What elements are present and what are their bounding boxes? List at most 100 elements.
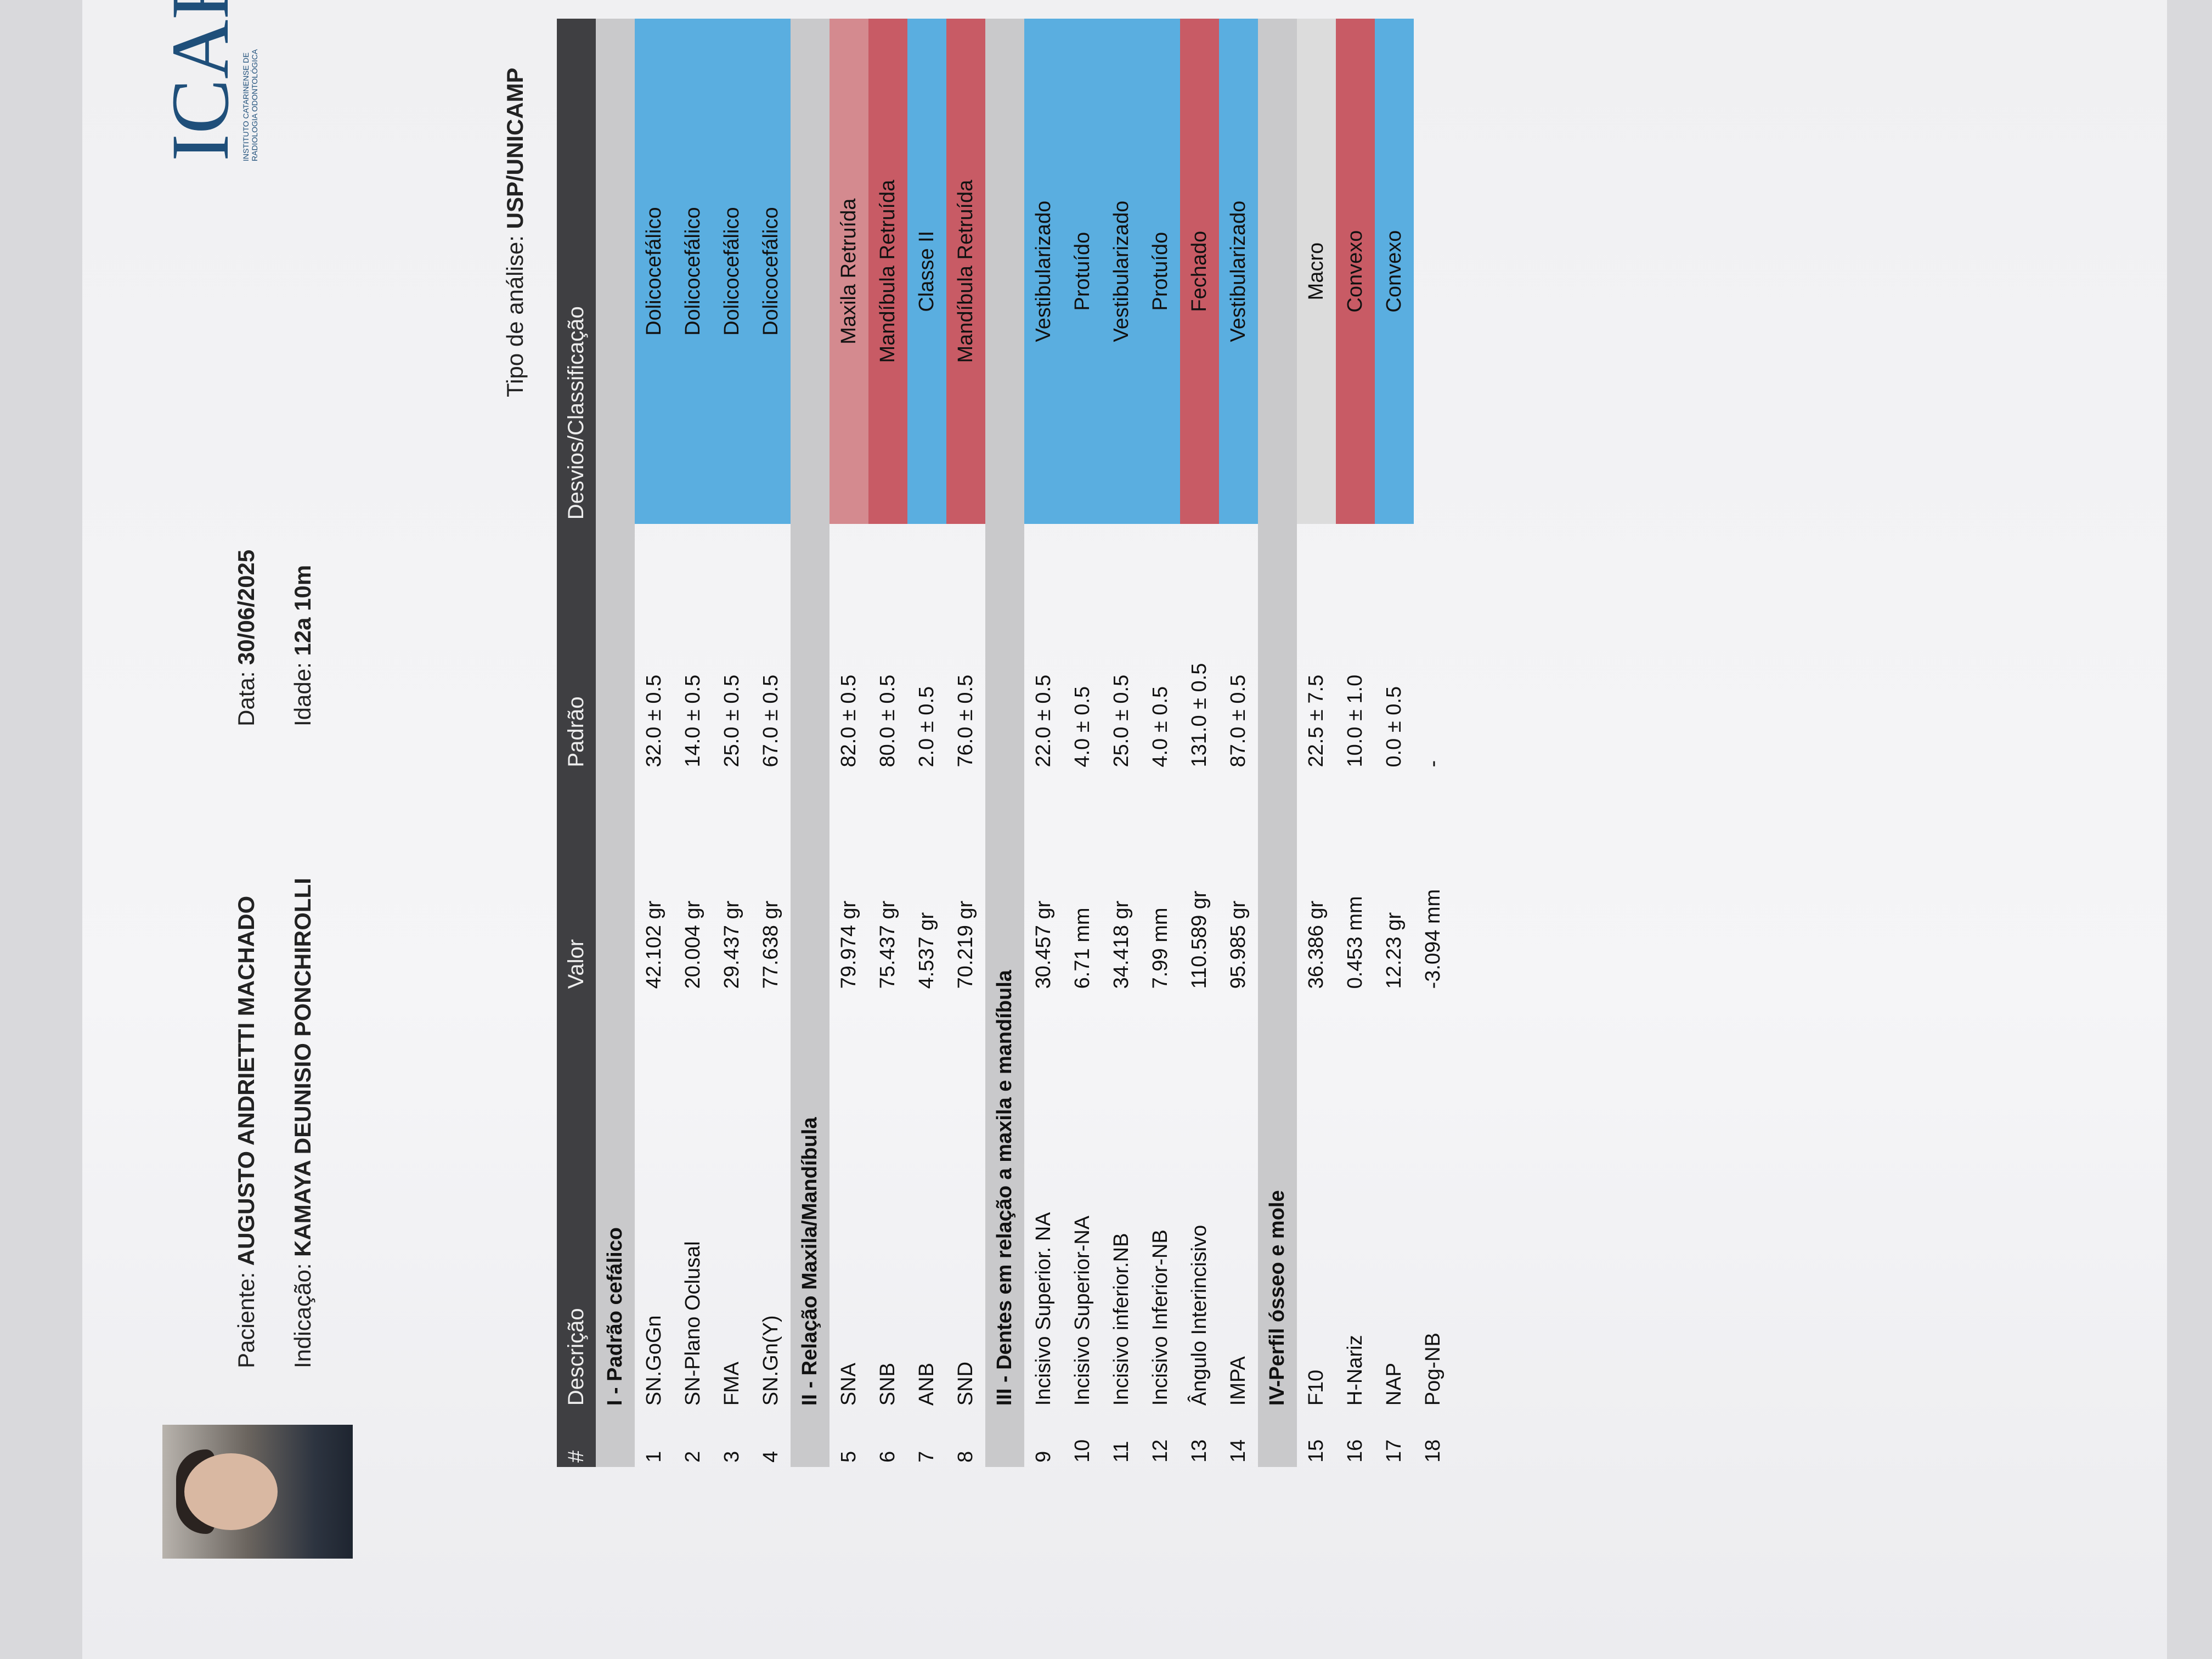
cell: Incisivo Superior. NA [1032,1212,1055,1406]
row: 13 Ângulo Interincisivo 110.589 gr 131.0 ± … [1180,19,1219,1467]
cell: 12 [1149,1439,1172,1463]
cell: 15 [1305,1439,1328,1463]
logo-line: RADIOLOGIA ODONTOLÓGICA [250,49,259,161]
column-header: Padrão [557,524,596,772]
classification: Maxila Retruída [830,19,868,524]
cell: 6.71 mm [1071,907,1094,989]
section-row: IV-Perfil ósseo e mole [1258,19,1297,1467]
cell: 14 [1227,1439,1250,1463]
cell: Incisivo Superior-NA [1071,1215,1094,1406]
cell: SNB [876,1363,899,1406]
cell: 6 [876,1451,899,1463]
classification: Dolicocefálico [752,19,791,524]
section-title: I - Padrão cefálico [596,19,635,1410]
patient: Paciente: AUGUSTO ANDRIETTI MACHADO [233,896,259,1368]
header-row: # Descrição Valor Padrão Desvios/Classificaç… [557,19,596,1467]
cell: 2 [681,1451,704,1463]
label: Idade: [290,662,315,726]
section-row: I - Padrão cefálico [596,19,635,1467]
cell: 30.457 gr [1032,900,1055,989]
cell: 34.418 gr [1110,900,1133,989]
classification: Mandíbula Retruída [946,19,985,524]
classification: Mandíbula Retruída [868,19,907,524]
section-row: III - Dentes em relação a maxila e mandí… [985,19,1024,1467]
row: 1 SN.GoGn 42.102 gr 32.0 ± 0.5 Dolicocefálic… [635,19,674,1467]
patient-photo [162,1425,353,1559]
cell: 25.0 ± 0.5 [1110,674,1133,768]
cell: 76.0 ± 0.5 [954,674,977,768]
cell: 13 [1188,1439,1211,1463]
label: Data: [233,671,259,726]
row: 5 SNA 79.974 gr 82.0 ± 0.5 Maxila Retruída [830,19,868,1467]
cell: 0.453 mm [1344,896,1367,989]
cell: 77.638 gr [759,900,782,989]
cell: 9 [1032,1451,1055,1463]
label: Tipo de análise: [502,235,528,397]
age: Idade: 12a 10m [290,565,316,726]
cell: SN.Gn(Y) [759,1315,782,1406]
cell: 95.985 gr [1227,900,1250,989]
classification: Vestibularizado [1024,19,1063,524]
classification: Dolicocefálico [635,19,674,524]
row: 3 FMA 29.437 gr 25.0 ± 0.5 Dolicocefálico [713,19,752,1467]
cell: 17 [1383,1439,1406,1463]
cell: 82.0 ± 0.5 [837,674,860,768]
indication: Indicação: KAMAYA DEUNISIO PONCHIROLLI [290,878,316,1368]
row: 10 Incisivo Superior-NA 6.71 mm 4.0 ± 0.5 Pr… [1063,19,1102,1467]
cell: Ângulo Interincisivo [1188,1224,1211,1406]
cell: SND [954,1361,977,1406]
cell: 0.0 ± 0.5 [1383,686,1406,768]
cell: 11 [1110,1441,1133,1463]
classification: Classe II [907,19,946,524]
column-header: Desvios/Classificação [557,19,596,524]
section-title: II - Relação Maxila/Mandíbula [791,19,830,1410]
cell: 10.0 ± 1.0 [1344,674,1367,768]
label: Indicação: [290,1263,315,1368]
value: KAMAYA DEUNISIO PONCHIROLLI [290,878,315,1257]
cell: NAP [1383,1363,1406,1406]
row: 4 SN.Gn(Y) 77.638 gr 67.0 ± 0.5 Dolicocefáli… [752,19,791,1467]
cell: SN.GoGn [642,1315,665,1406]
cell: 4.0 ± 0.5 [1071,686,1094,768]
row: 14 IMPA 95.985 gr 87.0 ± 0.5 Vestibularizado [1219,19,1258,1467]
cell: 32.0 ± 0.5 [642,674,665,768]
cell: 2.0 ± 0.5 [915,686,938,768]
row: 9 Incisivo Superior. NA 30.457 gr 22.0 ± 0.… [1024,19,1063,1467]
cell: 87.0 ± 0.5 [1227,674,1250,768]
cell: 4 [759,1451,782,1463]
row: 6 SNB 75.437 gr 80.0 ± 0.5 Mandíbula Retruíd… [868,19,907,1467]
cell: 70.219 gr [954,900,977,989]
row: 16 H-Nariz 0.453 mm 10.0 ± 1.0 Convexo [1336,19,1375,1467]
logo: ICAR INSTITUTO CATARINENSE DE RADIOLOGIA… [155,0,259,161]
classification: Protuído [1063,19,1102,524]
cell: 79.974 gr [837,900,860,989]
section-title: III - Dentes em relação a maxila e mandí… [985,19,1024,1410]
value: AUGUSTO ANDRIETTI MACHADO [233,895,259,1266]
classification: Dolicocefálico [674,19,713,524]
classification: Fechado [1180,19,1219,524]
row: 11 Incisivo inferior.NB 34.418 gr 25.0 ± 0.… [1102,19,1141,1467]
cell: SNA [837,1363,860,1406]
row: 12 Incisivo Inferior-NB 7.99 mm 4.0 ± 0.5 Pr… [1141,19,1180,1467]
cell: 4.0 ± 0.5 [1149,686,1172,768]
cell: 4.537 gr [915,912,938,989]
value: USP/UNICAMP [502,67,528,229]
cell: 1 [642,1451,665,1463]
cell: 80.0 ± 0.5 [876,674,899,768]
cell: 8 [954,1451,977,1463]
value: 30/06/2025 [233,549,259,665]
classification: Convexo [1336,19,1375,524]
classification: Vestibularizado [1102,19,1141,524]
cell: 7 [915,1451,938,1463]
cell: F10 [1305,1369,1328,1406]
classification: Convexo [1375,19,1414,524]
cell: 14.0 ± 0.5 [681,674,704,768]
cell [985,1410,1024,1467]
value: 12a 10m [290,565,315,656]
cell: 10 [1071,1439,1094,1463]
cell: FMA [720,1361,743,1406]
label: Paciente: [233,1272,259,1368]
cell [1258,1410,1297,1467]
cell [596,1410,635,1467]
cell: 3 [720,1451,743,1463]
